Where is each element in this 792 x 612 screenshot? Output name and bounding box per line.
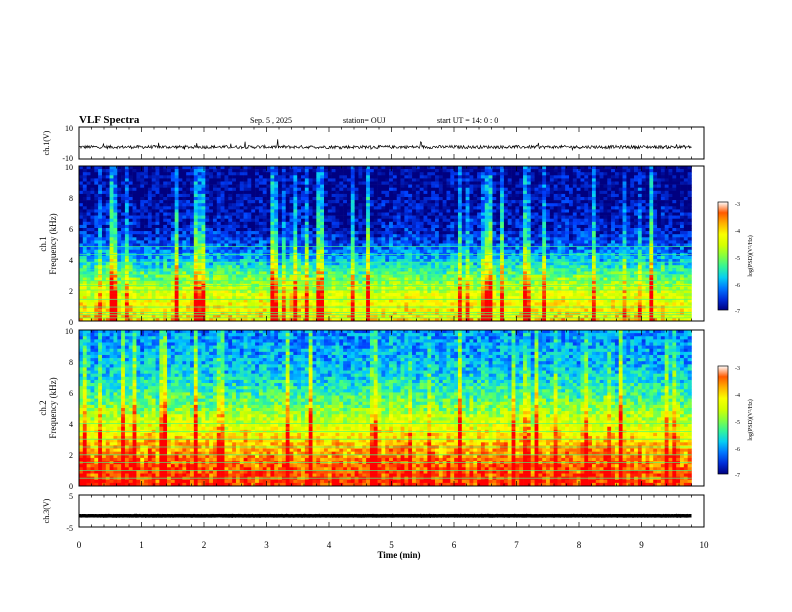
ch2-spectrogram-panel: 10 8 6 4 2 0 ch.2Frequency (kHz)	[38, 327, 705, 491]
ch1-ytick-top: 10	[65, 124, 73, 133]
colorbar-ch1-tick-m3: -3	[735, 202, 740, 208]
ch1-ytick-10: 10	[65, 163, 73, 172]
colorbar-ch2-tick-m4: -4	[735, 393, 740, 399]
ch2-spectrogram-ticks	[78, 330, 705, 486]
ch1-waveform-panel: 10 -10 ch.1(V)	[42, 124, 705, 163]
ch1-waveform-trace	[78, 139, 692, 152]
colorbar-ch2-label: log(PSD)(V²/Hz)	[747, 399, 754, 440]
x-tick-label: 3	[264, 540, 269, 550]
ch1-spectrogram-image	[79, 166, 704, 322]
ch1-waveform-ticks	[78, 127, 705, 159]
colorbar-ch1-gradient	[717, 201, 729, 311]
ch3-ytick-top: 5	[69, 492, 73, 501]
x-axis-label: Time (min)	[377, 550, 420, 560]
ch3-waveform-panel: 5 -5 ch.3(V)	[42, 492, 705, 533]
x-tick-label: 10	[700, 540, 710, 550]
x-tick-label: 2	[202, 540, 207, 550]
colorbar-ch2-tick-m6: -6	[735, 447, 740, 453]
colorbar-ch1-tick-m5: -5	[735, 256, 740, 262]
ch1-ytick-4: 4	[69, 256, 73, 265]
ch2-ytick-6: 6	[69, 389, 73, 398]
ch3-ytick-bottom: -5	[66, 524, 73, 533]
ch1-waveform-ylabel: ch.1(V)	[42, 130, 51, 155]
ch2-ytick-10: 10	[65, 327, 73, 336]
colorbar-ch1-tick-m6: -6	[735, 283, 740, 289]
x-tick-label: 6	[452, 540, 457, 550]
x-tick-label: 5	[389, 540, 394, 550]
ch3-waveform-ylabel: ch.3(V)	[42, 498, 51, 523]
x-tick-label: 4	[327, 540, 332, 550]
colorbar-ch2: -3 -4 -5 -6 -7 log(PSD)(V²/Hz)	[717, 365, 754, 479]
ch1-spectrogram-ylabel: ch.1Frequency (kHz)	[38, 213, 58, 274]
colorbar-ch2-gradient	[717, 365, 729, 475]
colorbar-ch2-tick-m3: -3	[735, 366, 740, 372]
x-tick-label: 7	[514, 540, 519, 550]
ch2-spectrogram-ylabel: ch.2Frequency (kHz)	[38, 377, 58, 438]
ch2-ytick-8: 8	[69, 358, 73, 367]
x-tick-label: 1	[139, 540, 144, 550]
ch1-ytick-2: 2	[69, 287, 73, 296]
colorbar-ch1-tick-m7: -7	[735, 309, 740, 315]
colorbar-ch1-label: log(PSD)(V²/Hz)	[747, 235, 754, 276]
ch3-waveform-ticks	[78, 495, 705, 527]
station-label: station= OUJ	[343, 116, 386, 125]
x-axis-ticklabels: 0 1 2 3 4 5 6 7 8 9 10	[77, 540, 709, 550]
start-time-label: start UT = 14: 0 : 0	[437, 116, 498, 125]
ch1-ytick-6: 6	[69, 225, 73, 234]
ch1-ytick-bottom: -10	[62, 154, 73, 163]
date-label: Sep. 5 , 2025	[250, 116, 292, 125]
colorbar-ch1: -3 -4 -5 -6 -7 log(PSD)(V²/Hz)	[717, 201, 754, 315]
figure-title: VLF Spectra	[79, 114, 140, 126]
ch1-spectrogram-panel: 10 8 6 4 2 0 ch.1Frequency (kHz)	[38, 163, 705, 327]
ch2-ytick-4: 4	[69, 420, 73, 429]
x-tick-label: 0	[77, 540, 82, 550]
colorbar-ch2-tick-m5: -5	[735, 420, 740, 426]
colorbar-ch1-tick-m4: -4	[735, 229, 740, 235]
ch2-ytick-2: 2	[69, 451, 73, 460]
x-tick-label: 9	[639, 540, 644, 550]
x-tick-label: 8	[577, 540, 582, 550]
ch1-ytick-8: 8	[69, 194, 73, 203]
ch1-spectrogram-ticks	[78, 166, 705, 321]
ch2-spectrogram-image	[79, 330, 704, 487]
ch1-waveform-frame	[78, 126, 705, 160]
colorbar-ch2-tick-m7: -7	[735, 473, 740, 479]
ch1-ytick-0: 0	[69, 318, 73, 327]
ch2-ytick-0: 0	[69, 482, 73, 491]
